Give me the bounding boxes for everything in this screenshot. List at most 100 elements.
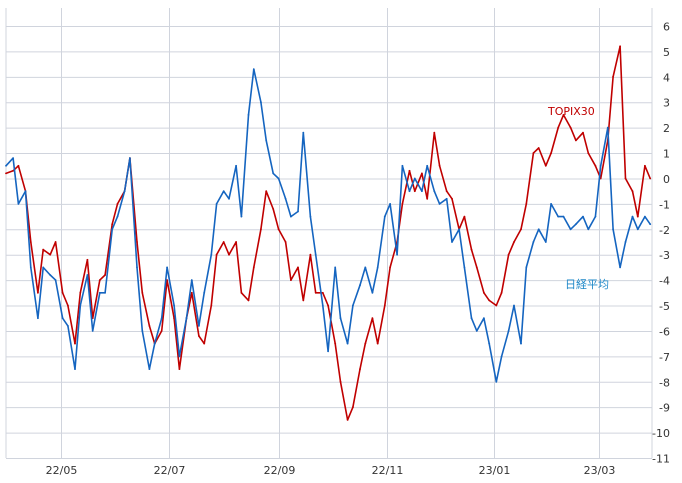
y-tick-label: -1 <box>659 198 670 211</box>
data-point <box>582 131 584 134</box>
data-point <box>408 169 411 172</box>
data-point <box>371 317 374 320</box>
data-point <box>260 228 262 231</box>
data-point <box>284 197 287 200</box>
data-point <box>235 164 238 167</box>
data-point <box>451 197 453 200</box>
data-point <box>98 291 101 294</box>
data-point <box>160 317 163 320</box>
y-tick-label: -7 <box>659 351 670 364</box>
data-point <box>116 215 119 218</box>
data-point <box>153 342 156 345</box>
data-point <box>67 304 69 307</box>
data-point <box>79 304 82 307</box>
data-point <box>426 164 429 167</box>
data-point <box>198 335 200 337</box>
data-point <box>569 228 572 231</box>
data-point <box>470 248 473 251</box>
data-point <box>309 215 312 218</box>
data-point <box>148 368 151 370</box>
data-point <box>327 350 329 353</box>
data-point <box>649 223 652 226</box>
data-point <box>644 164 646 167</box>
data-point <box>42 248 45 251</box>
y-tick-label: 2 <box>663 122 670 135</box>
data-point <box>228 197 230 200</box>
data-point <box>421 172 423 175</box>
data-point <box>562 215 565 218</box>
data-point <box>29 266 32 269</box>
y-tick-label: -10 <box>652 427 670 440</box>
data-point <box>297 266 299 269</box>
data-point <box>104 274 106 276</box>
data-point <box>98 279 101 281</box>
data-point <box>445 197 448 200</box>
data-point <box>389 266 391 269</box>
data-point <box>309 253 312 256</box>
data-point <box>240 291 243 294</box>
data-point <box>582 215 584 218</box>
data-point <box>190 291 193 294</box>
data-point <box>136 241 138 243</box>
data-point <box>12 169 15 172</box>
data-point <box>339 380 342 383</box>
data-point <box>314 291 317 294</box>
data-point <box>265 139 268 142</box>
y-tick-label: -9 <box>659 402 670 415</box>
data-point <box>321 304 324 307</box>
data-point <box>222 190 225 193</box>
data-point <box>272 208 275 210</box>
data-point <box>557 215 560 218</box>
data-point <box>166 279 169 281</box>
data-point <box>507 253 510 256</box>
data-point <box>111 223 114 226</box>
data-point <box>513 241 515 243</box>
y-tick-label: 5 <box>663 46 670 59</box>
data-point <box>532 152 535 155</box>
data-point <box>587 228 590 231</box>
data-point <box>284 241 287 243</box>
data-point <box>513 304 515 307</box>
x-tick-label: 23/03 <box>584 464 616 477</box>
data-point <box>247 299 250 302</box>
x-tick-label: 22/11 <box>372 464 404 477</box>
data-point <box>537 228 540 231</box>
data-point <box>383 304 386 307</box>
data-point <box>376 342 379 345</box>
data-point <box>302 131 305 134</box>
data-point <box>599 177 602 180</box>
data-point <box>364 342 367 345</box>
data-point <box>644 215 646 218</box>
data-point <box>594 215 597 218</box>
data-point <box>24 190 27 193</box>
series-label: TOPIX30 <box>547 105 595 118</box>
data-point <box>612 75 614 78</box>
data-point <box>359 368 361 370</box>
data-point <box>636 215 639 218</box>
data-point <box>178 355 181 358</box>
data-point <box>12 157 15 160</box>
data-point <box>401 164 404 167</box>
data-point <box>413 190 416 193</box>
data-point <box>334 266 337 269</box>
data-point <box>619 266 621 269</box>
data-point <box>173 304 176 307</box>
data-point <box>86 274 89 276</box>
data-point <box>507 330 510 332</box>
data-point <box>346 419 349 421</box>
data-point <box>500 291 503 294</box>
y-tick-label: -2 <box>659 224 670 237</box>
data-point <box>606 126 609 129</box>
data-point <box>123 190 126 193</box>
data-point <box>520 228 522 231</box>
x-tick-label: 22/09 <box>264 464 296 477</box>
data-point <box>500 355 503 358</box>
data-point <box>631 190 634 193</box>
y-tick-label: -11 <box>652 453 670 466</box>
data-point <box>272 172 275 175</box>
data-point <box>544 164 547 167</box>
data-point <box>5 172 7 175</box>
data-point <box>79 291 82 294</box>
data-point <box>463 266 466 269</box>
data-point <box>575 139 577 142</box>
